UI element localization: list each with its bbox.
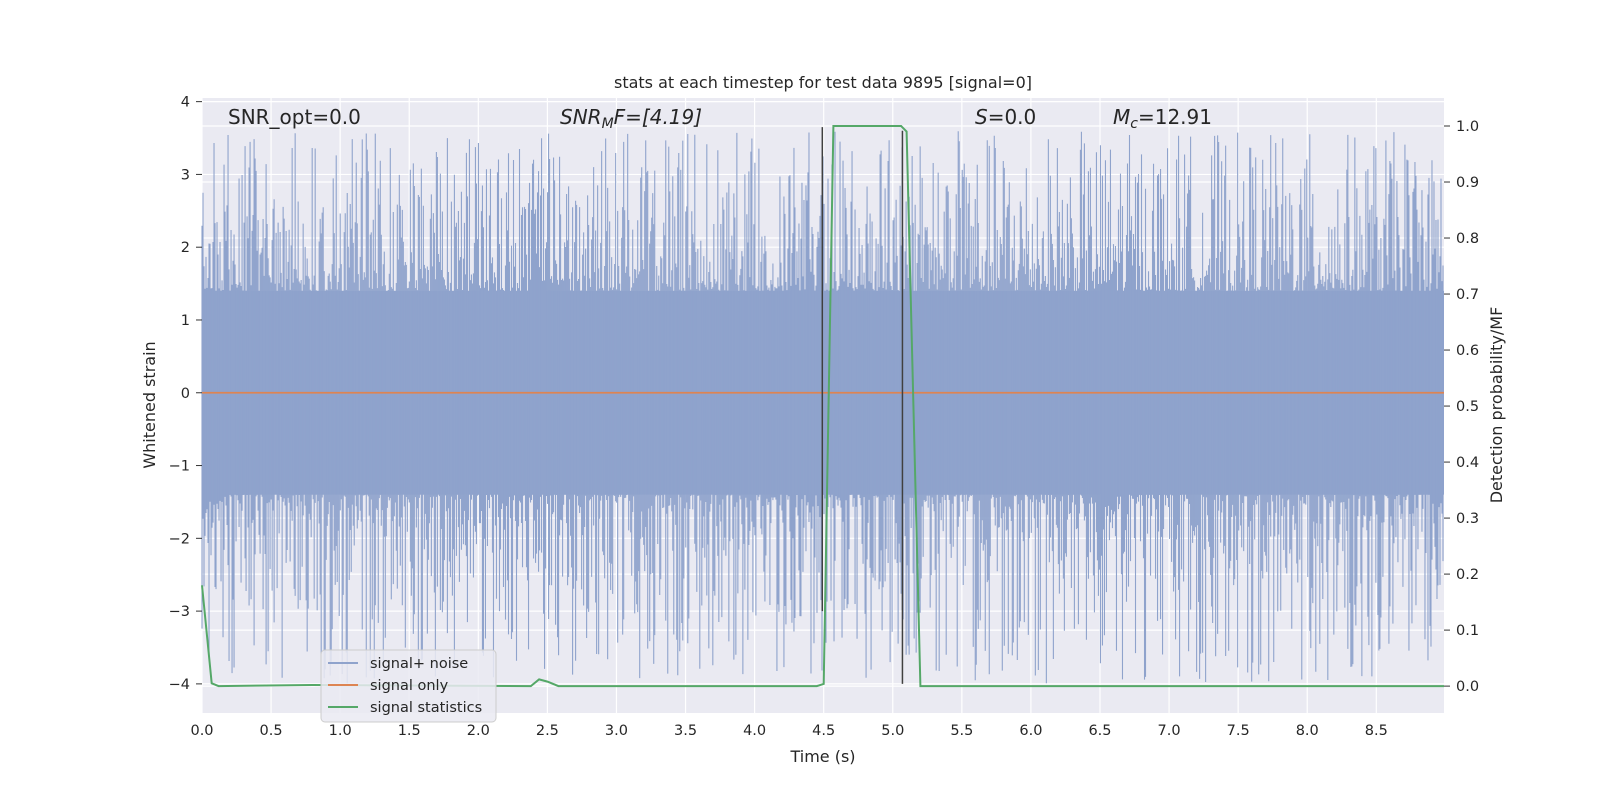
signal-statistics-series xyxy=(201,125,1444,688)
x-tick-label: 8.5 xyxy=(1365,723,1388,739)
x-tick-label: 7.0 xyxy=(1158,723,1181,739)
signal-statistics-line xyxy=(201,125,1444,688)
x-tick-label: 3.5 xyxy=(674,723,697,739)
y-right-tick-label: 1.0 xyxy=(1456,119,1479,135)
x-tick-label: 5.0 xyxy=(881,723,904,739)
y-right-axis-ticks: 1.0 0.9 0.8 0.7 0.6 0.5 0.4 0.3 0.2 0.1 0.0 xyxy=(1444,119,1479,695)
x-tick-label: 1.0 xyxy=(329,723,352,739)
y-right-tick-label: 0.0 xyxy=(1456,679,1479,695)
chart-title: stats at each timestep for test data 989… xyxy=(614,73,1032,92)
x-tick-label: 8.0 xyxy=(1296,723,1319,739)
y-tick-label: −4 xyxy=(169,677,190,693)
x-tick-label: 3.0 xyxy=(605,723,628,739)
x-tick-label: 6.5 xyxy=(1088,723,1111,739)
x-tick-label: 0.0 xyxy=(190,723,213,739)
mc-annotation: Mc=12.91 xyxy=(1113,105,1212,132)
x-tick-label: 2.0 xyxy=(467,723,490,739)
y-right-tick-label: 0.9 xyxy=(1456,175,1479,191)
snr-mf-annotation: SNRMF=[4.19] xyxy=(560,105,702,132)
legend-label-signal-only: signal only xyxy=(370,678,449,694)
y-tick-label: 3 xyxy=(181,167,190,183)
y-tick-label: 4 xyxy=(181,95,190,111)
y-axis-ticks: 4 3 2 1 0 −1 −2 −3 −4 xyxy=(169,95,202,693)
y-tick-label: 0 xyxy=(181,386,190,402)
legend-label-signal-noise: signal+ noise xyxy=(370,656,468,672)
x-tick-label: 1.5 xyxy=(398,723,421,739)
y-axis-label: Whitened strain xyxy=(140,341,159,468)
y-right-axis-label: Detection probability/MF xyxy=(1487,307,1506,504)
x-tick-label: 5.5 xyxy=(950,723,973,739)
x-tick-label: 4.5 xyxy=(812,723,835,739)
vertical-markers xyxy=(821,127,904,684)
y-right-tick-label: 0.8 xyxy=(1456,231,1479,247)
snr-opt-annotation: SNR_opt=0.0 xyxy=(228,105,361,129)
legend-label-signal-statistics: signal statistics xyxy=(370,700,482,716)
x-tick-label: 0.5 xyxy=(260,723,283,739)
legend-box xyxy=(320,649,497,723)
signal-noise-series xyxy=(201,131,1444,684)
y-tick-label: 2 xyxy=(181,240,190,256)
y-tick-label: 1 xyxy=(181,313,190,329)
y-right-tick-label: 0.7 xyxy=(1456,287,1479,303)
legend: signal+ noise signal only signal statist… xyxy=(320,649,497,723)
x-axis-ticks: 0.0 0.5 1.0 1.5 2.0 2.5 3.0 3.5 4.0 4.5 5.0 5.5 6.0 6… xyxy=(190,723,1387,739)
y-right-tick-label: 0.2 xyxy=(1456,567,1479,583)
y-tick-label: −2 xyxy=(169,531,190,547)
y-right-tick-label: 0.3 xyxy=(1456,511,1479,527)
y-right-tick-label: 0.1 xyxy=(1456,623,1479,639)
y-right-tick-label: 0.5 xyxy=(1456,399,1479,415)
s-annotation: S=0.0 xyxy=(975,105,1036,129)
y-tick-label: −1 xyxy=(169,459,190,475)
x-axis-label: Time (s) xyxy=(789,747,855,766)
y-right-tick-label: 0.4 xyxy=(1456,455,1479,471)
x-tick-label: 2.5 xyxy=(536,723,559,739)
x-tick-label: 4.0 xyxy=(743,723,766,739)
y-tick-label: −3 xyxy=(169,604,190,620)
x-tick-label: 6.0 xyxy=(1019,723,1042,739)
y-right-tick-label: 0.6 xyxy=(1456,343,1479,359)
x-tick-label: 7.5 xyxy=(1227,723,1250,739)
